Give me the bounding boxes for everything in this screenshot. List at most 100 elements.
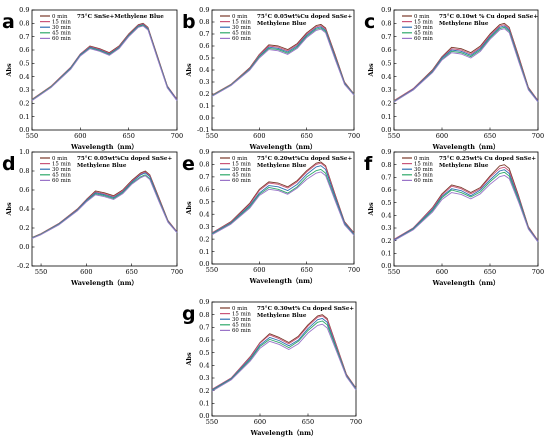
x-axis-label: Wavelength（nm） bbox=[431, 143, 499, 151]
chart-title: Methylene Blue bbox=[439, 163, 489, 169]
y-tick-label: 0.2 bbox=[199, 90, 209, 98]
y-tick-label: 0.6 bbox=[19, 186, 29, 194]
series-line-60-min bbox=[211, 323, 357, 392]
y-tick-label: 0.4 bbox=[19, 73, 29, 81]
y-tick-label: 0.4 bbox=[19, 205, 29, 213]
y-tick-label: 0.2 bbox=[19, 100, 29, 108]
panel-a: a 550 600 650 700 0.0 0.1 0.2 0.3 0.4 0.5 0.6 0.7 0.8… bbox=[2, 6, 183, 151]
y-tick-label: 0.0 bbox=[199, 412, 209, 420]
legend-label: 15 min bbox=[52, 161, 71, 167]
series-line-30-min bbox=[393, 169, 539, 242]
y-tick-label: 0.0 bbox=[381, 262, 391, 270]
x-tick-label: 550 bbox=[26, 132, 38, 140]
legend-label: 15 min bbox=[232, 311, 251, 317]
x-tick-label: 600 bbox=[436, 268, 448, 276]
y-tick-label: 0.3 bbox=[381, 86, 391, 94]
series-line-30-min bbox=[211, 318, 357, 391]
series-line-60-min bbox=[31, 175, 178, 239]
y-tick-label: 0.1 bbox=[199, 102, 209, 110]
y-tick-label: 0.3 bbox=[199, 78, 209, 86]
legend-label: 30 min bbox=[52, 25, 71, 31]
y-tick-label: 0.6 bbox=[199, 336, 209, 344]
legend-label: 30 min bbox=[52, 167, 71, 173]
y-tick-label: 0.2 bbox=[19, 224, 29, 232]
y-tick-label: 0.7 bbox=[381, 33, 391, 41]
x-axis-label: Wavelength（nm） bbox=[70, 279, 138, 287]
y-tick-label: 0.7 bbox=[19, 33, 29, 41]
x-axis-label: Wavelength（nm） bbox=[249, 429, 317, 437]
y-tick-label: 0.5 bbox=[199, 198, 209, 206]
y-tick-label: 0.9 bbox=[199, 6, 209, 14]
x-tick-label: 600 bbox=[436, 132, 448, 140]
y-tick-label: 0.2 bbox=[199, 387, 209, 395]
x-axis-label: Wavelength（nm） bbox=[248, 143, 316, 151]
legend-label: 0 min bbox=[52, 156, 68, 162]
legend-label: 0 min bbox=[414, 14, 430, 20]
y-tick-label: -0.2 bbox=[17, 262, 30, 270]
y-tick-label: 0.8 bbox=[199, 311, 209, 319]
plot-frame bbox=[211, 301, 357, 417]
panel-letter: f bbox=[364, 153, 373, 175]
y-tick-label: 0.0 bbox=[199, 114, 209, 122]
y-tick-label: 0.1 bbox=[199, 248, 209, 256]
chart-title: 75°C 0.10wt % Cu doped SnSe+ bbox=[439, 14, 538, 20]
x-tick-label: 700 bbox=[350, 418, 362, 426]
chart-title: 75°C 0.30wt% Cu doped SnSe+ bbox=[257, 306, 354, 312]
legend-label: 45 min bbox=[414, 173, 433, 179]
y-tick-label: 0.6 bbox=[381, 186, 391, 194]
chart-title: 75°C 0.25wt% Cu doped SnSe+ bbox=[439, 156, 536, 162]
y-tick-label: 0.4 bbox=[199, 362, 209, 370]
plot-frame bbox=[31, 9, 178, 131]
legend-label: 15 min bbox=[232, 19, 251, 25]
legend-label: 0 min bbox=[414, 156, 430, 162]
y-tick-label: 0.4 bbox=[381, 73, 391, 81]
y-tick-label: 0.9 bbox=[19, 6, 29, 14]
y-tick-label: 0.2 bbox=[381, 100, 391, 108]
x-tick-label: 550 bbox=[35, 268, 47, 276]
plot-frame bbox=[211, 151, 355, 265]
series-line-60-min bbox=[393, 174, 539, 243]
x-tick-label: 600 bbox=[80, 268, 92, 276]
legend-label: 60 min bbox=[232, 328, 251, 334]
y-axis-label: Abs bbox=[185, 63, 193, 78]
y-tick-label: 0.1 bbox=[381, 113, 391, 121]
legend-label: 15 min bbox=[232, 161, 251, 167]
series-line-30-min bbox=[211, 165, 355, 235]
y-tick-label: 0.8 bbox=[381, 20, 391, 28]
x-tick-label: 650 bbox=[300, 132, 312, 140]
y-tick-label: 0.9 bbox=[381, 148, 391, 156]
series-line-15-min bbox=[211, 315, 357, 390]
y-tick-label: 0.0 bbox=[381, 126, 391, 134]
y-tick-label: 0.0 bbox=[199, 260, 209, 268]
legend-label: 60 min bbox=[52, 178, 71, 184]
y-tick-label: 0.2 bbox=[381, 237, 391, 245]
series-line-15-min bbox=[393, 166, 539, 241]
y-tick-label: 0.1 bbox=[381, 250, 391, 258]
y-axis-label: Abs bbox=[367, 63, 375, 78]
y-tick-label: 0.8 bbox=[19, 167, 29, 175]
plot-frame bbox=[393, 9, 539, 131]
x-tick-label: 550 bbox=[388, 132, 400, 140]
y-tick-label: 0.7 bbox=[199, 30, 209, 38]
y-axis-label: Abs bbox=[5, 202, 13, 217]
panel-letter: a bbox=[2, 11, 15, 33]
series-line-45-min bbox=[211, 320, 357, 392]
panel-c: c 550 600 650 700 0.0 0.1 0.2 0.3 0.4 0.5 0.6 0.7 0.8… bbox=[364, 6, 544, 151]
chart-title: Methylene Blue bbox=[439, 21, 489, 27]
series-line-60-min bbox=[31, 25, 178, 102]
x-tick-label: 700 bbox=[348, 266, 360, 274]
chart-title: Methylene Blue bbox=[257, 21, 307, 27]
y-tick-label: 0.4 bbox=[381, 212, 391, 220]
panel-letter: d bbox=[2, 153, 16, 175]
y-axis-label: Abs bbox=[185, 201, 193, 216]
panel-letter: e bbox=[182, 153, 195, 175]
panel-f: f 550 600 650 700 0.0 0.1 0.2 0.3 0.4 0.5 0.6 0.7 0.8… bbox=[364, 148, 544, 287]
x-tick-label: 550 bbox=[206, 418, 218, 426]
x-tick-label: 700 bbox=[171, 268, 183, 276]
legend-label: 45 min bbox=[232, 323, 251, 329]
legend-label: 30 min bbox=[232, 317, 251, 323]
y-tick-label: 1.0 bbox=[19, 148, 29, 156]
chart-title: 75°C 0.20wt%Cu doped SnSe+ bbox=[257, 156, 352, 162]
y-tick-label: 0.4 bbox=[199, 210, 209, 218]
